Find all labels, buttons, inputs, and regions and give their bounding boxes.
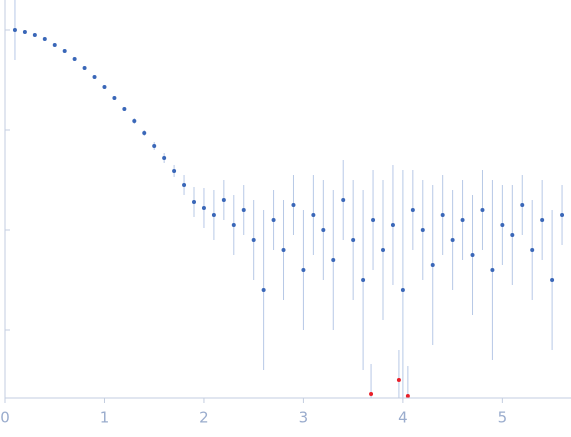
x-tick-label: 4 <box>398 409 408 427</box>
data-point <box>321 228 326 232</box>
data-point <box>251 238 256 242</box>
data-point <box>470 253 475 257</box>
data-point <box>172 169 177 173</box>
data-point <box>112 96 117 100</box>
data-point <box>142 131 147 135</box>
data-point <box>92 75 97 79</box>
x-tick-label: 1 <box>100 409 110 427</box>
data-point <box>410 208 415 212</box>
x-tick-label: 5 <box>498 409 508 427</box>
plot-area <box>12 0 565 398</box>
data-point <box>500 223 505 227</box>
data-point <box>331 258 336 262</box>
data-point <box>211 213 216 217</box>
data-point <box>72 57 77 61</box>
data-point <box>540 218 545 222</box>
data-point <box>420 228 425 232</box>
data-point <box>380 248 385 252</box>
data-point <box>480 208 485 212</box>
data-point <box>291 203 296 207</box>
data-point <box>490 268 495 272</box>
x-tick-label: 2 <box>199 409 209 427</box>
data-point <box>390 223 395 227</box>
data-point <box>460 218 465 222</box>
data-point <box>301 268 306 272</box>
data-point <box>371 218 376 222</box>
data-point <box>311 213 316 217</box>
data-point <box>42 37 47 41</box>
data-point <box>241 208 246 212</box>
x-tick-label: 3 <box>299 409 309 427</box>
data-point <box>520 203 525 207</box>
data-point <box>122 107 127 111</box>
data-point <box>530 248 535 252</box>
data-point <box>450 238 455 242</box>
data-point <box>550 278 555 282</box>
data-point <box>162 156 167 160</box>
data-point <box>231 223 236 227</box>
data-point <box>400 288 405 292</box>
data-point <box>396 378 401 382</box>
data-point <box>201 206 206 210</box>
data-point <box>405 394 410 398</box>
data-point <box>271 218 276 222</box>
x-tick-label: 0 <box>0 409 10 427</box>
data-point <box>430 263 435 267</box>
data-point <box>351 238 356 242</box>
data-point <box>52 43 57 47</box>
data-point <box>102 85 107 89</box>
data-point <box>361 278 366 282</box>
data-point <box>510 233 515 237</box>
data-point <box>62 49 67 53</box>
data-point <box>22 30 27 34</box>
data-point <box>261 288 266 292</box>
data-point <box>32 33 37 37</box>
data-point <box>369 392 374 396</box>
data-point <box>560 213 565 217</box>
data-point <box>132 119 137 123</box>
data-point <box>440 213 445 217</box>
data-point <box>182 183 187 187</box>
data-point <box>341 198 346 202</box>
data-point <box>281 248 286 252</box>
data-point <box>191 200 196 204</box>
data-point <box>152 144 157 148</box>
data-point <box>82 66 87 70</box>
data-point <box>12 28 17 32</box>
data-point <box>221 198 226 202</box>
